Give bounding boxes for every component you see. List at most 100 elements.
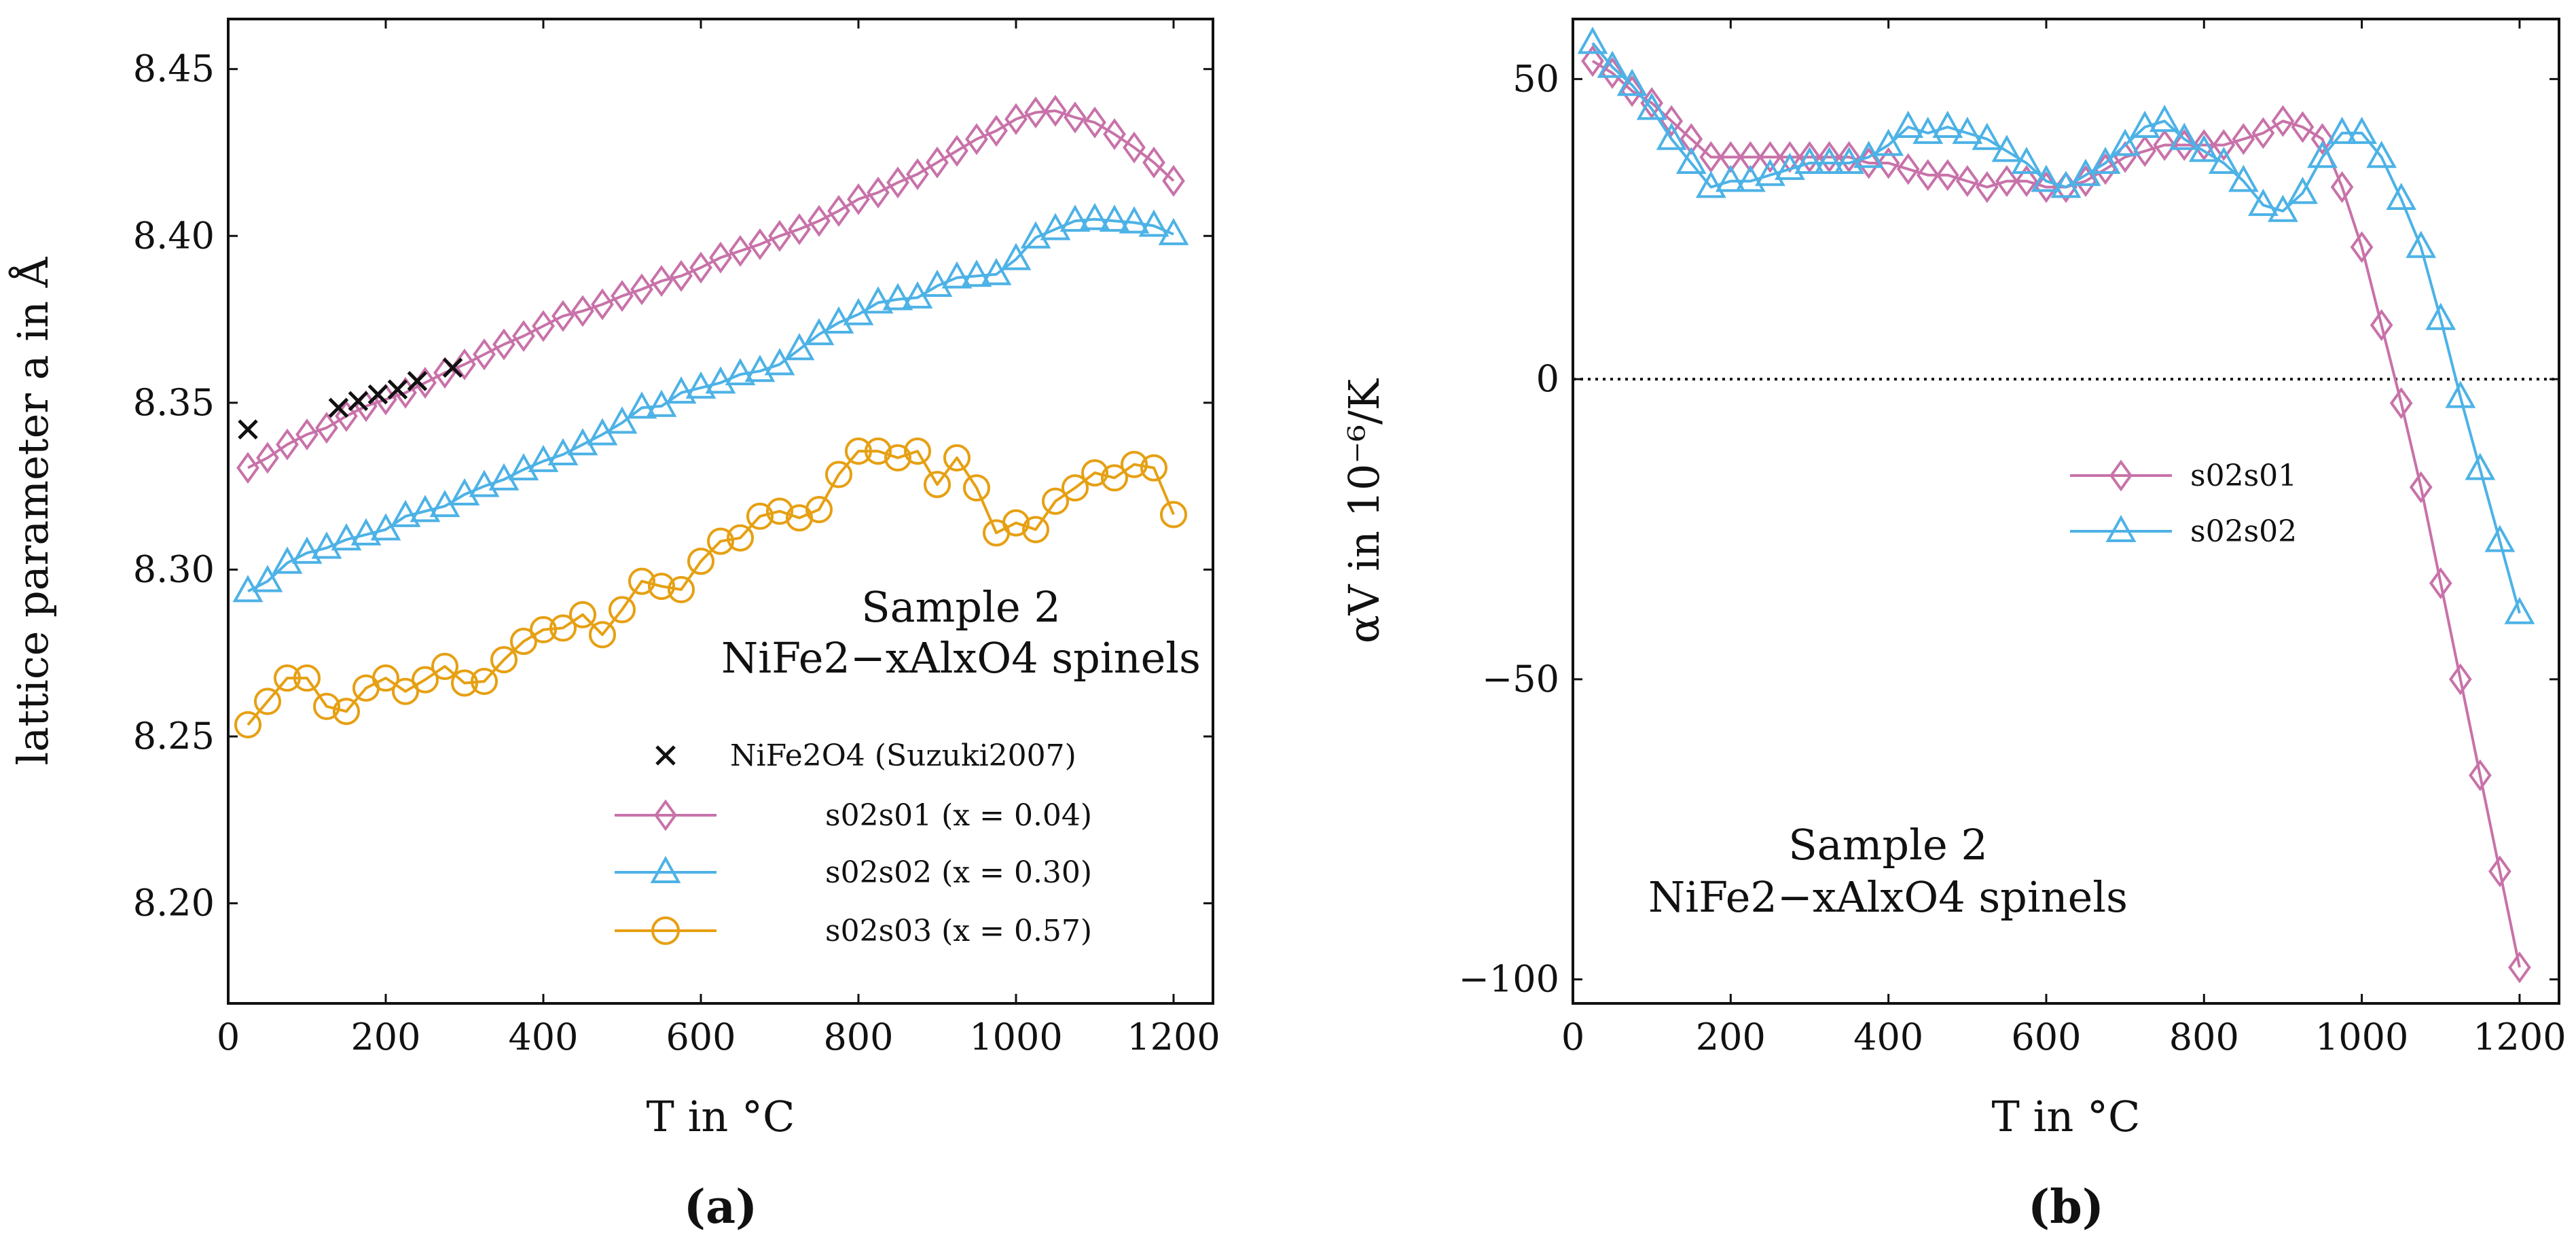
x-tick-label: 200 [350,1016,420,1058]
data-point-circle [470,667,498,696]
legend-marker-circle [651,916,680,945]
legend-marker-diamond [2109,459,2133,492]
data-point-diamond [335,400,358,432]
data-point-triangle [1656,122,1687,150]
data-point-circle [864,438,892,465]
series-line [247,450,1175,726]
data-point-diamond [2468,759,2492,791]
data-point-diamond [2251,117,2275,149]
data-point-diamond [1936,159,1959,192]
data-point-diamond [453,348,476,380]
data-point-cross [387,379,408,399]
y-tick-label: 8.40 [133,214,215,257]
data-point-circle [706,527,735,555]
data-point-diamond [492,328,515,361]
data-point-triangle [1099,204,1130,232]
panel-b-expansion-coefficient-chart: 0 200 400 600 800 1000 1200 −100 −50 0 50 T in °C αV… [1339,18,2566,1234]
data-point-triangle [1158,217,1189,245]
data-point-triangle [705,366,736,394]
series-s02s02 [1577,26,2535,624]
data-point-triangle [1932,110,1963,139]
data-point-diamond [2133,135,2157,167]
data-point-triangle [291,536,323,564]
data-point-diamond [532,310,555,342]
data-point-diamond [1758,141,1782,173]
data-point-circle [490,646,518,674]
data-point-triangle [1834,146,1864,175]
data-point-diamond [1004,103,1028,135]
data-point-circle [332,698,361,726]
data-point-circle [726,524,755,552]
legend: s02s01 s02s02 [2070,459,2297,549]
data-point-triangle [1577,26,1608,54]
data-point-diamond [2074,165,2097,197]
x-tick-label: 0 [1561,1016,1584,1058]
data-point-diamond [551,300,575,332]
sample-annotation-line: NiFe2−xAlxO4 spinels [1648,872,2128,922]
legend-entry-label: s02s01 [2190,459,2297,493]
sample-annotation-line: NiFe2−xAlxO4 spinels [721,633,1201,683]
data-point-triangle [2287,177,2318,204]
plot-frame [227,18,1214,1005]
data-point-diamond [926,146,949,179]
data-point-diamond [630,273,653,306]
x-tick-label: 800 [2169,1016,2239,1058]
data-point-diamond [965,123,988,156]
data-point-diamond [1064,101,1087,134]
data-point-circle [312,692,341,720]
data-point-diamond [1975,171,1999,203]
data-point-triangle [2386,182,2417,211]
data-point-diamond [1581,45,1604,77]
data-point-cross [442,357,463,378]
data-point-diamond [2153,129,2177,161]
legend-marker-cross [655,745,676,766]
data-point-diamond [1083,106,1106,139]
data-point-triangle [1735,164,1766,192]
data-point-triangle [449,478,480,505]
data-point-triangle [2406,230,2437,258]
legend-marker-diamond [654,799,677,832]
data-point-diamond [768,219,791,252]
data-point-diamond [1123,131,1146,164]
data-point-triangle [606,406,638,434]
data-point-circle [943,444,971,471]
data-point-diamond [945,135,968,167]
data-point-diamond [571,295,594,327]
x-tick-label: 200 [1696,1016,1766,1058]
data-point-diamond [1876,147,1900,179]
y-tick-label: 50 [1512,57,1559,100]
data-point-diamond [1916,159,1940,192]
data-point-circle [903,438,932,465]
legend: NiFe2O4 (Suzuki2007) s02s01 (x = 0.04) s02… [615,738,1092,948]
data-point-triangle [941,261,973,289]
legend-entry-label: s02s03 (x = 0.57) [825,914,1092,948]
data-point-diamond [1798,141,1821,173]
data-point-circle [647,572,676,601]
data-point-triangle [1814,146,1845,175]
data-point-triangle [1616,69,1648,96]
data-point-diamond [1719,141,1743,173]
data-point-triangle [1695,171,1726,198]
data-point-circle [1021,516,1050,543]
data-point-triangle [2504,596,2535,624]
sample-annotation-line: Sample 2 [861,582,1061,632]
data-point-triangle [350,518,382,546]
data-point-diamond [2094,153,2117,185]
data-point-diamond [650,265,673,298]
legend-marker-triangle [650,855,681,883]
data-point-circle [568,601,597,628]
series-line [1591,42,2521,614]
y-axis-label: αV in 10⁻⁶/K [1339,378,1389,643]
data-point-diamond [1142,146,1165,179]
data-point-diamond [709,241,732,274]
data-point-circle [667,575,695,603]
data-point-triangle [410,495,441,522]
data-point-diamond [867,176,890,209]
legend-entry-label: s02s02 [2190,514,2297,549]
data-point-diamond [276,428,299,461]
data-point-diamond [1601,57,1624,89]
data-point-cross [348,391,369,412]
data-point-circle [884,444,912,471]
y-tick-label: −50 [1482,658,1559,700]
data-point-triangle [1912,116,1944,144]
